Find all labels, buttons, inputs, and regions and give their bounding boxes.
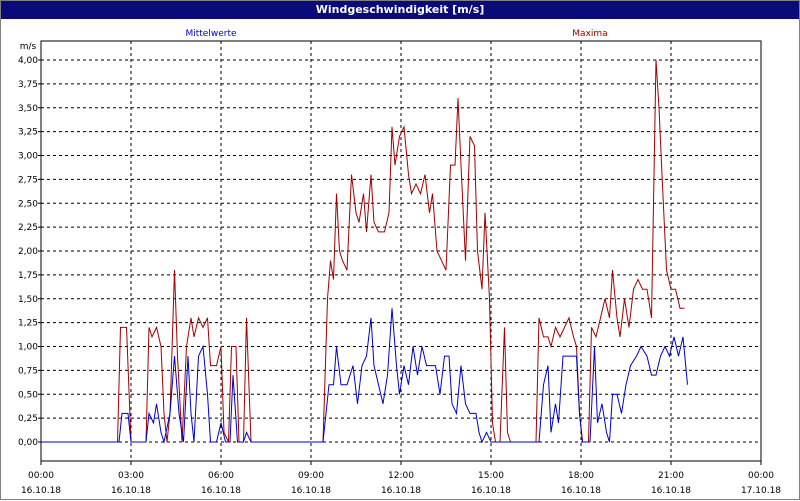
y-tick-label: 1,50 (18, 295, 38, 305)
series-line-mittelwerte (41, 308, 688, 444)
y-tick-label: 0,00 (18, 438, 38, 448)
x-tick-date: 16.10.18 (561, 486, 601, 496)
x-tick-time: 18:00 (568, 471, 594, 481)
x-tick-time: 12:00 (388, 471, 414, 481)
x-tick-date: 17.10.18 (741, 486, 781, 496)
y-tick-label: 1,75 (18, 271, 38, 281)
y-axis-unit: m/s (20, 42, 37, 52)
legend-mittelwerte: Mittelwerte (185, 29, 236, 39)
y-tick-label: 3,25 (18, 128, 38, 138)
x-tick-date: 16.10.18 (21, 486, 61, 496)
x-tick-date: 16.10.18 (471, 486, 511, 496)
y-tick-label: 3,75 (18, 80, 38, 90)
x-tick-time: 06:00 (208, 471, 234, 481)
y-tick-label: 2,75 (18, 175, 38, 185)
x-tick-date: 16.10.18 (381, 486, 421, 496)
x-tick-date: 16.10.18 (111, 486, 151, 496)
legend-maxima: Maxima (572, 29, 607, 39)
y-tick-label: 0,50 (18, 390, 38, 400)
x-tick-time: 00:00 (28, 471, 54, 481)
y-tick-label: 2,50 (18, 199, 38, 209)
x-tick-time: 15:00 (478, 471, 504, 481)
y-tick-label: 0,25 (18, 414, 38, 424)
window-title: Windgeschwindigkeit [m/s] (1, 1, 799, 19)
y-tick-label: 2,25 (18, 223, 38, 233)
x-tick-time: 00:00 (748, 471, 774, 481)
y-tick-label: 3,00 (18, 152, 38, 162)
y-tick-label: 3,50 (18, 104, 38, 114)
x-tick-time: 03:00 (118, 471, 144, 481)
y-tick-label: 1,25 (18, 319, 38, 329)
x-tick-time: 09:00 (298, 471, 324, 481)
x-tick-time: 21:00 (658, 471, 684, 481)
series-line-maxima (41, 59, 685, 443)
y-tick-label: 2,00 (18, 247, 38, 257)
y-tick-label: 0,75 (18, 366, 38, 376)
x-tick-date: 16.10.18 (651, 486, 691, 496)
axes: 0,00 0,25 0,50 0,75 1,00 1,25 1,50 1,75 2,00 2,25… (18, 56, 781, 496)
y-tick-label: 4,00 (18, 56, 38, 66)
y-tick-label: 1,00 (18, 343, 38, 353)
x-tick-date: 16.10.18 (291, 486, 331, 496)
x-tick-date: 16.10.18 (201, 486, 241, 496)
series-layer (41, 59, 688, 444)
